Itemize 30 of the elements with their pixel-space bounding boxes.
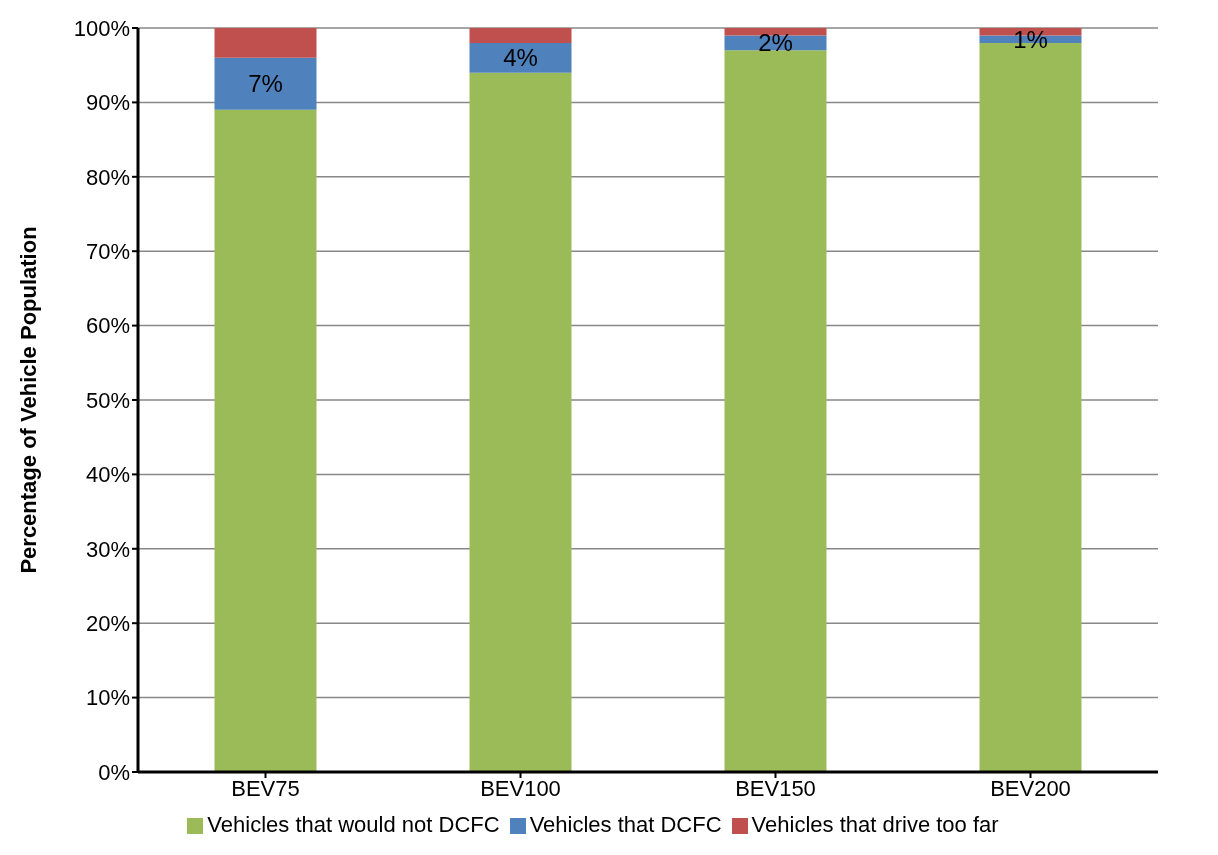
y-tick-label: 80% [85, 164, 130, 190]
legend-label: Vehicles that drive too far [751, 812, 999, 837]
y-tick-label: 30% [85, 536, 130, 562]
y-tick-label: 100% [73, 15, 130, 41]
y-tick-label: 10% [85, 685, 130, 711]
bar [469, 28, 572, 43]
bar [724, 50, 827, 772]
legend-label: Vehicles that DCFC [529, 812, 722, 837]
x-tick-label: BEV100 [480, 775, 561, 801]
data-label: 4% [503, 44, 538, 72]
x-tick-label: BEV150 [735, 775, 816, 801]
bar [214, 28, 317, 58]
y-axis-title: Percentage of Vehicle Population [15, 226, 41, 574]
y-tick-label: 40% [85, 462, 130, 488]
bar [214, 57, 317, 110]
bar [214, 109, 317, 772]
legend-label: Vehicles that would not DCFC [207, 812, 500, 837]
y-tick-label: 0% [98, 759, 130, 785]
y-tick-label: 20% [85, 611, 130, 637]
y-tick-label: 90% [85, 90, 130, 116]
y-tick-label: 60% [85, 313, 130, 339]
y-tick-label: 50% [85, 387, 130, 413]
data-label: 7% [248, 70, 283, 98]
x-tick-label: BEV200 [990, 775, 1071, 801]
x-tick-label: BEV75 [231, 775, 300, 801]
bar [469, 72, 572, 772]
data-label: 2% [758, 29, 793, 57]
bar [469, 42, 572, 73]
y-tick-label: 70% [85, 239, 130, 265]
bar [724, 28, 827, 36]
